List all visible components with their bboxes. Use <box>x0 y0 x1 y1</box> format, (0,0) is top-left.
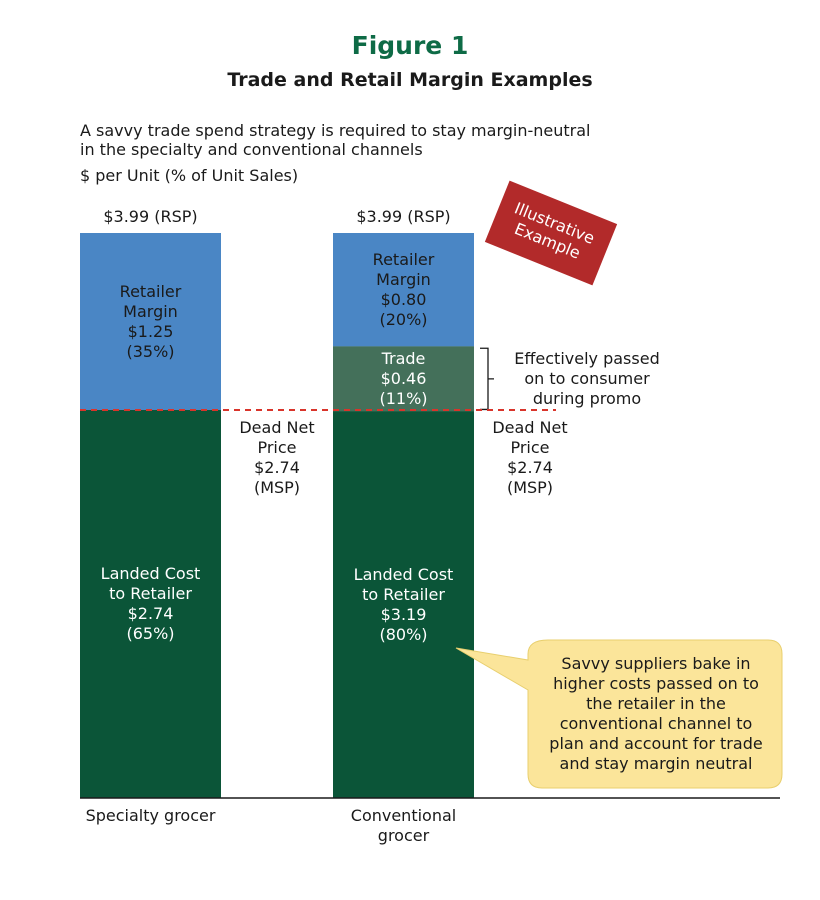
dead-net-label-line: Dead Net Price <box>239 418 315 457</box>
callout-text: Savvy suppliers bake in higher costs pas… <box>540 654 772 774</box>
stamp <box>484 180 618 286</box>
dead-net-label: Dead Net Price $2.74 (MSP) <box>225 418 329 498</box>
dead-net-label-line: Dead Net Price <box>492 418 568 457</box>
annotation-line: Effectively passed on to consumer during… <box>514 348 660 408</box>
category-label-line: Conventional grocer <box>350 806 457 845</box>
dead-net-label-line: $2.74 <box>254 458 300 477</box>
segment-label-line: Landed Cost to Retailer <box>100 564 201 603</box>
bar-segment <box>80 233 221 411</box>
annotation: Effectively passed on to consumer during… <box>502 349 672 409</box>
segment-label-line: (80%) <box>379 624 428 644</box>
stamp-box <box>484 180 618 286</box>
dead-net-label-line: (MSP) <box>506 478 554 497</box>
description: A savvy trade spend strategy is required… <box>80 121 590 159</box>
bracket <box>480 347 494 411</box>
segment-label-line: Landed Cost to Retailer <box>353 564 454 604</box>
bar-segment <box>333 346 474 798</box>
rsp-label: $3.99 (RSP) <box>60 207 241 227</box>
rsp-label-line: $3.99 (RSP) <box>60 207 241 227</box>
segment-label: Retailer Margin $0.80 (20%) <box>353 250 454 330</box>
rsp-label-part: (RSP) <box>154 207 198 226</box>
segment-label-line: (11%) <box>379 388 428 408</box>
segment-label-line: (65%) <box>126 624 175 643</box>
bar-segment <box>333 346 474 412</box>
title: Figure 1 <box>351 31 469 60</box>
rsp-label-part: $3.99 <box>103 207 150 226</box>
bar-segment <box>333 233 474 347</box>
subtitle: Trade and Retail Margin Examples <box>227 69 593 91</box>
segment-label-line: $2.74 <box>127 604 174 623</box>
callout-text-line: Savvy suppliers bake in higher costs pas… <box>549 654 763 773</box>
rsp-label-part: (RSP) <box>407 207 451 226</box>
segment-label-line: Trade <box>381 348 426 368</box>
units: $ per Unit (% of Unit Sales) <box>80 166 299 185</box>
segment-label: Landed Cost to Retailer $3.19 (80%) <box>353 565 454 645</box>
segment-label-line: (35%) <box>126 341 175 361</box>
dead-net-label: Dead Net Price $2.74 (MSP) <box>478 418 582 498</box>
rsp-label: $3.99 (RSP) <box>313 207 494 227</box>
dead-net-label-line: $2.74 <box>507 458 553 477</box>
category-label: Conventional grocer <box>339 806 469 846</box>
segment-label-line: (20%) <box>379 309 428 329</box>
segment-label: Trade $0.46 (11%) <box>333 349 474 409</box>
rsp-label-line: $3.99 (RSP) <box>313 207 494 227</box>
callout <box>455 639 783 789</box>
segment-label: Retailer Margin $1.25 (35%) <box>100 282 201 362</box>
segment-label-line: $0.46 <box>380 368 427 388</box>
dead-net-label-line: (MSP) <box>253 478 301 497</box>
bar-segment <box>80 410 221 798</box>
rsp-label-part: $3.99 <box>356 207 403 226</box>
category-label-line: Specialty grocer <box>85 806 216 825</box>
description-line: in the specialty and conventional channe… <box>80 140 423 159</box>
segment-label-line: $0.80 <box>380 289 427 309</box>
segment-label-line: $1.25 <box>127 321 174 341</box>
segment-label-line: $3.19 <box>380 604 427 624</box>
segment-label: Landed Cost to Retailer $2.74 (65%) <box>100 564 201 644</box>
segment-label-line: Retailer Margin <box>372 249 435 289</box>
segment-label-line: Retailer Margin <box>119 281 182 321</box>
category-label: Specialty grocer <box>86 806 216 826</box>
description-line: A savvy trade spend strategy is required… <box>80 121 591 140</box>
